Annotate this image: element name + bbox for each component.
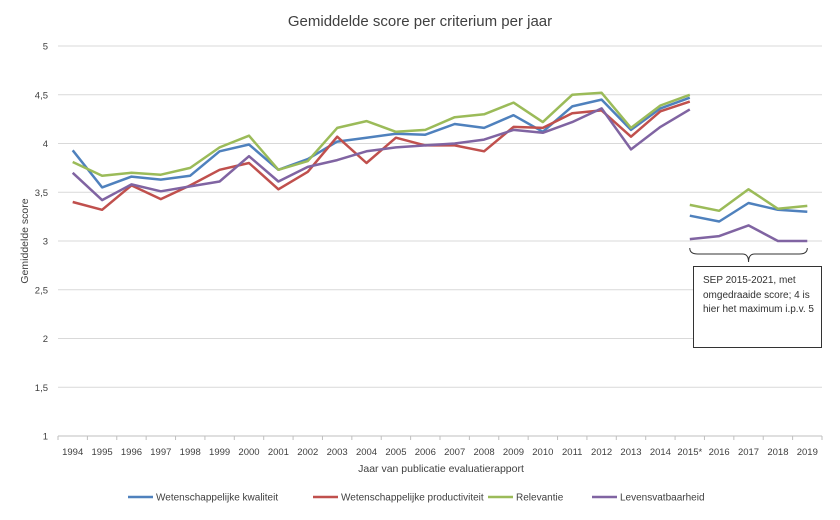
legend-label: Wetenschappelijke kwaliteit <box>156 493 278 504</box>
y-tick-label: 1,5 <box>35 383 48 394</box>
x-tick-label: 2004 <box>356 447 377 458</box>
series-line-wetenschappelijke-kwaliteit <box>71 96 691 189</box>
x-tick-label: 2015* <box>677 447 702 458</box>
series-line-levensvatbaarheid <box>689 224 808 243</box>
y-tick-label: 3,5 <box>35 188 48 199</box>
x-tick-label: 1999 <box>209 447 230 458</box>
annotation-box <box>693 266 822 348</box>
x-axis-label: Jaar van publicatie evaluatierapport <box>358 463 524 475</box>
y-tick-label: 4 <box>43 139 48 150</box>
y-axis-label: Gemiddelde score <box>19 198 31 283</box>
x-tick-label: 2002 <box>297 447 318 458</box>
series-line-relevantie <box>72 91 691 177</box>
x-tick-label: 2017 <box>738 447 759 458</box>
x-tick-label: 2005 <box>385 447 406 458</box>
x-tick-label: 1996 <box>121 447 142 458</box>
x-tick-label: 1995 <box>92 447 113 458</box>
y-tick-label: 2 <box>43 334 48 345</box>
series-line-relevantie <box>689 188 808 213</box>
y-tick-label: 4,5 <box>35 90 48 101</box>
y-tick-label: 2,5 <box>35 285 48 296</box>
annotation-brace <box>689 247 808 263</box>
legend: Wetenschappelijke kwaliteit Wetenschappel… <box>128 493 705 504</box>
x-tick-label: 1998 <box>180 447 201 458</box>
x-tick-label: 1997 <box>150 447 171 458</box>
y-tick-label: 3 <box>43 237 48 248</box>
x-tick-label: 2011 <box>562 447 582 458</box>
y-tick-label: 1 <box>43 432 48 443</box>
x-tick-label: 2016 <box>709 447 730 458</box>
x-tick-label: 2007 <box>444 447 465 458</box>
y-tick-label: 5 <box>43 42 48 53</box>
x-tick-label: 2009 <box>503 447 524 458</box>
chart-title: Gemiddelde score per criterium per jaar <box>288 13 552 30</box>
legend-label: Levensvatbaarheid <box>620 493 705 504</box>
legend-label: Relevantie <box>516 493 564 504</box>
x-tick-label: 2014 <box>650 447 671 458</box>
x-tick-label: 2013 <box>620 447 641 458</box>
x-tick-label: 2019 <box>797 447 818 458</box>
x-tick-label: 2018 <box>767 447 788 458</box>
annotation-text: SEP 2015-2021, met omgedraaide score; 4 … <box>703 275 814 315</box>
series-lines <box>71 91 808 243</box>
x-tick-label: 2008 <box>474 447 495 458</box>
x-tick-label: 2003 <box>327 447 348 458</box>
series-line-levensvatbaarheid <box>71 107 691 202</box>
x-tick-label: 2000 <box>238 447 259 458</box>
x-tick-label: 2001 <box>268 447 289 458</box>
x-tick-label: 1994 <box>62 447 83 458</box>
x-tick-label: 2006 <box>415 447 436 458</box>
series-line-wetenschappelijke-kwaliteit <box>689 201 808 223</box>
legend-label: Wetenschappelijke productiviteit <box>341 493 484 504</box>
x-tick-label: 2012 <box>591 447 612 458</box>
y-axis-ticks: 1 1,5 2 2,5 3 3,5 4 4,5 5 <box>35 42 48 443</box>
x-axis-ticks: 1994 1995 1996 1997 1998 1999 2000 2001 2002 2003… <box>57 436 823 458</box>
series-line-wetenschappelijke-productiviteit <box>72 100 691 212</box>
x-tick-label: 2010 <box>532 447 553 458</box>
